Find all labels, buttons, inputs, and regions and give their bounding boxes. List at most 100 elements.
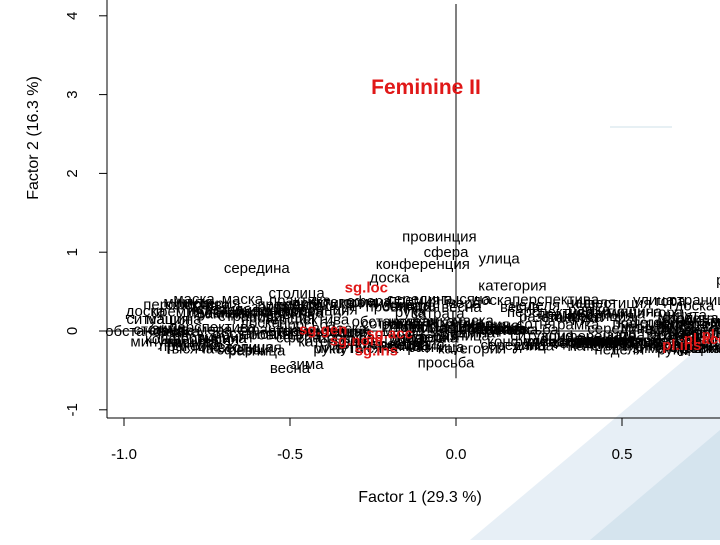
cloud-word: обстановка [352,313,432,330]
cloud-word: машина [580,330,636,347]
cloud-word: разница [693,313,720,330]
cloud-word: столица [218,339,275,356]
y-tick-label: 3 [64,90,81,98]
y-tick-label: 0 [64,327,81,335]
cloud-word: сфера [276,330,322,347]
cloud-word: перспектива [169,319,257,336]
cloud-word: конференция [255,302,349,319]
cloud-word: весна [197,304,238,321]
cloud-word: рамка [158,323,201,340]
cloud-word: рамка [658,327,701,344]
cloud-word: провинция [172,329,247,346]
cloud-word: машина [164,333,220,350]
cloud-word: гора [390,316,421,333]
cloud-word: весна [390,337,431,354]
word-label: перспектива [512,291,600,308]
cloud-word: середина [552,335,619,352]
cloud-word: минута [313,340,363,357]
cloud-word: перспектива [236,304,324,321]
cloud-word: доска [419,330,459,347]
cloud-word: ситуация [308,324,372,341]
cloud-word: затрата [474,321,528,338]
x-tick-label: -0.5 [277,446,303,463]
cloud-word: середина [481,337,548,354]
cloud-word: сфера [663,316,709,333]
cloud-word: сфера [165,297,211,314]
cloud-word: зима [152,321,187,338]
cloud-word: мера [657,313,693,330]
word-label: конференция [376,256,470,273]
cloud-word: гора [663,339,694,356]
cloud-word: инвестиция [554,308,635,325]
word-label: разница [228,343,286,360]
cloud-word: страница [669,292,720,309]
cloud-word: столица [306,323,363,340]
cloud-word: середина [460,321,527,338]
cloud-word: ситуация [510,327,574,344]
cloud-word: мера [650,323,686,340]
cloud-word: затрата [411,306,465,323]
word-label: обстановка [234,303,314,320]
cloud-word: сотня [657,328,696,345]
cloud-word: середина [559,333,626,350]
y-tick-label: -1 [64,403,81,416]
cloud-word: столица [541,309,598,326]
cloud-word: категория [570,338,638,355]
cloud-word: перспектива [143,297,231,314]
cloud-word: категория [298,333,366,350]
cloud-word: истерия [204,302,260,319]
cloud-word: столица [662,310,719,327]
case-label: sg.ins [355,343,398,360]
cloud-word: гора [653,305,684,322]
y-tick-label: 4 [64,12,81,20]
cloud-word: рука [313,341,345,358]
cloud-word: рука [290,324,322,341]
cloud-word: затрата [383,297,437,314]
cloud-word: маска [222,291,264,308]
cloud-word: ситуация [656,340,720,357]
cloud-word: затрата [646,327,700,344]
cloud-word: страница [580,305,645,322]
cloud-word: улица [633,292,675,309]
cloud-word: разница [519,309,577,326]
cloud-word: сфера [347,293,393,310]
cloud-word: улица [524,333,566,350]
cloud-word: неделя [388,313,438,330]
cloud-word: просьба [279,317,336,334]
cloud-word: истерия [185,296,241,313]
cloud-word: минута [652,333,702,350]
cloud-word: провинция [656,316,720,333]
cloud-word: категория [618,315,686,332]
cloud-word: машина [440,325,496,342]
word-label: весна [270,360,311,377]
cloud-word: страница [670,339,720,356]
cloud-word: страница [268,323,333,340]
cloud-word: истерия [428,315,484,332]
cloud-word: затрата [652,336,706,353]
cloud-word: категория [441,317,509,334]
cloud-word: просьба [668,323,720,340]
cloud-word: страница [237,321,302,338]
word-label: середина [224,260,291,277]
cloud-word: неделя [397,330,447,347]
word-label: сфера [424,244,470,261]
cloud-word: категория [308,294,376,311]
cloud-word: мера [396,297,432,314]
word-label: улица [479,251,521,268]
cloud-word: категория [680,315,720,332]
cloud-word: доска [675,298,715,315]
cloud-word: машина [606,304,662,321]
word-label: доска [370,269,410,286]
cloud-word: практика [612,315,675,332]
word-label: категория [478,277,546,294]
cloud-word: зима [387,338,422,355]
cloud-word: машина [428,320,484,337]
cloud-word: зима [628,334,663,351]
cloud-word: маска [326,320,368,337]
cloud-word: конференция [487,334,581,351]
word-label: рука [716,272,720,289]
cloud-word: тысяча [165,341,215,358]
cloud-word: улица [513,338,555,355]
